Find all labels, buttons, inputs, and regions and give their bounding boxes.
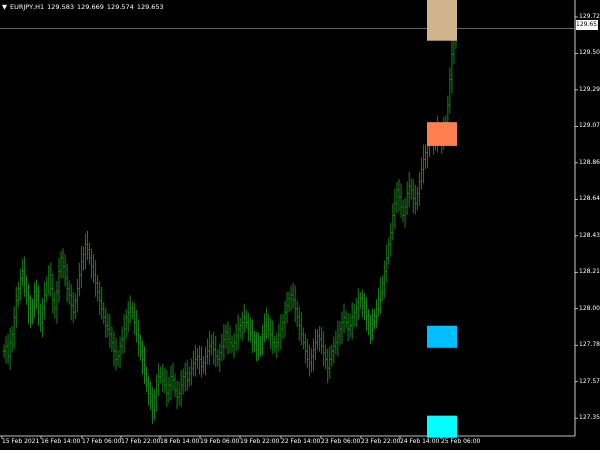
x-tick-label: 15 Feb 2021 <box>2 438 40 445</box>
zone-box-deepskyblue <box>427 325 457 348</box>
y-tick-label: 127.570 <box>579 377 600 385</box>
symbol-label: EURJPY,H1 <box>10 3 45 11</box>
zone-box-tan <box>427 0 457 41</box>
high-price: 129.669 <box>77 3 104 11</box>
y-tick-label: 128.860 <box>579 158 600 166</box>
y-tick-label: 128.645 <box>579 195 600 203</box>
y-tick-label: 127.785 <box>579 341 600 349</box>
x-tick-label: 17 Feb 22:00 <box>121 438 161 445</box>
y-tick-label: 128.215 <box>579 268 600 276</box>
chart-header: ▼ EURJPY,H1 129.583 129.669 129.574 129.653 <box>2 3 167 11</box>
x-tick-label: 16 Feb 14:00 <box>41 438 81 445</box>
x-tick-label: 23 Feb 06:00 <box>321 438 361 445</box>
x-tick-label: 23 Feb 22:00 <box>361 438 401 445</box>
x-tick-label: 25 Feb 06:00 <box>441 438 481 445</box>
zone-box-cyan <box>427 415 457 438</box>
y-tick-label: 129.505 <box>579 49 600 57</box>
low-price: 129.574 <box>106 3 134 11</box>
x-tick-label: 17 Feb 06:00 <box>82 438 122 445</box>
open-price: 129.583 <box>47 3 75 11</box>
x-tick-label: 18 Feb 14:00 <box>160 438 200 445</box>
y-tick-label: 128.000 <box>579 304 600 312</box>
y-tick-label: 129.290 <box>579 85 600 93</box>
zone-box-coral <box>427 122 457 146</box>
current-price-label: 129.653 <box>576 20 600 30</box>
close-price: 129.653 <box>136 3 164 11</box>
y-tick-label: 127.355 <box>579 414 600 422</box>
x-tick-label: 19 Feb 22:00 <box>240 438 280 445</box>
y-tick-label: 129.720 <box>579 12 600 20</box>
y-tick-label: 129.075 <box>579 122 600 130</box>
x-tick-label: 19 Feb 06:00 <box>200 438 240 445</box>
x-tick-label: 22 Feb 14:00 <box>281 438 321 445</box>
triangle-down-icon[interactable]: ▼ <box>2 3 7 11</box>
x-tick-label: 24 Feb 14:00 <box>400 438 440 445</box>
y-tick-label: 128.430 <box>579 231 600 239</box>
